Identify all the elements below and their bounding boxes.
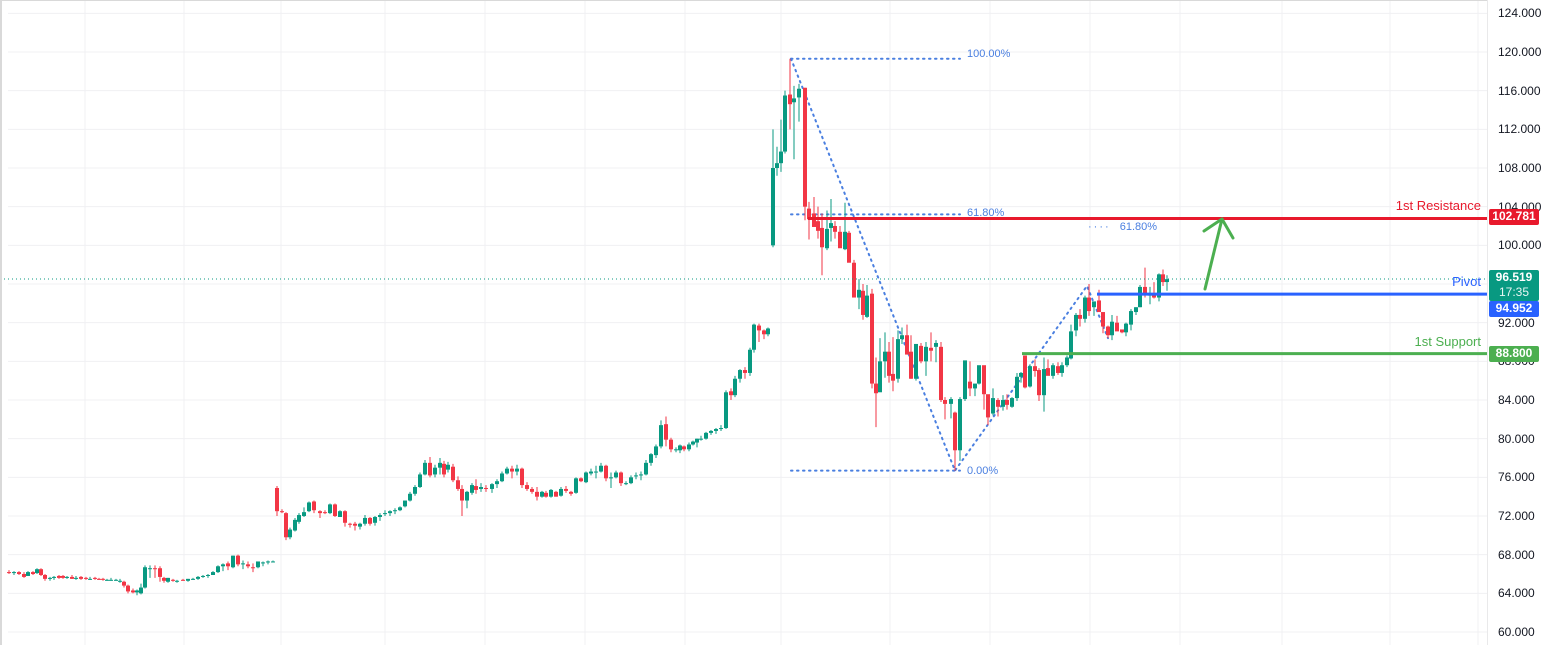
price-axis-tick: 84.000 [1498,393,1535,407]
fib-618-label: 61.80% [967,207,1005,219]
horizontal-gridlines [8,12,1487,633]
chart-left-border [0,0,2,645]
price-axis-tick: 92.000 [1498,315,1535,330]
candlestick-series [7,58,1169,596]
fib-extension-text: 61.80% [1119,221,1158,233]
pivot-price-tag: 94.952 [1489,301,1539,317]
price-axis[interactable] [1487,0,1552,645]
price-axis-tick: 112.000 [1498,122,1541,137]
price-axis-tick: 60.000 [1498,625,1535,640]
price-axis-tick: 72.000 [1498,509,1535,524]
fib-extension-618-label: ···· 61.80% [1088,221,1157,233]
fib-0-label: 0.00% [967,465,999,477]
price-axis-tick: 120.000 [1498,45,1542,59]
price-axis-tick: 80.000 [1498,431,1535,446]
last-price-value: 96.519 [1495,270,1533,284]
resistance-label: 1st Resistance [1395,198,1481,213]
price-axis-tick: 100.000 [1498,238,1542,253]
fibonacci-retracement-drawing[interactable] [790,57,1109,473]
support-resistance-levels[interactable] [808,216,1489,356]
price-axis-tick: 64.000 [1498,586,1535,601]
resistance-price-tag: 102.781 [1489,209,1539,225]
fib-extension-dots: ···· [1088,221,1111,233]
fib-100-label: 100.00% [967,48,1011,60]
last-price-tag: 96.519 17:35 [1489,270,1539,301]
price-axis-tick: 68.000 [1498,547,1535,562]
chart-top-border [0,0,1552,1]
support-label: 1st Support [1414,334,1482,349]
vertical-gridlines [84,0,1479,645]
support-price-tag: 88.800 [1489,346,1539,362]
price-axis-tick: 124.000 [1498,6,1542,21]
bar-countdown: 17:35 [1498,285,1530,299]
price-axis-tick: 116.000 [1498,83,1541,98]
price-axis-tick: 108.000 [1498,161,1542,175]
price-axis-tick: 76.000 [1498,470,1535,485]
green-up-arrow-annotation[interactable] [1202,217,1235,291]
pivot-label: Pivot [1452,274,1481,289]
